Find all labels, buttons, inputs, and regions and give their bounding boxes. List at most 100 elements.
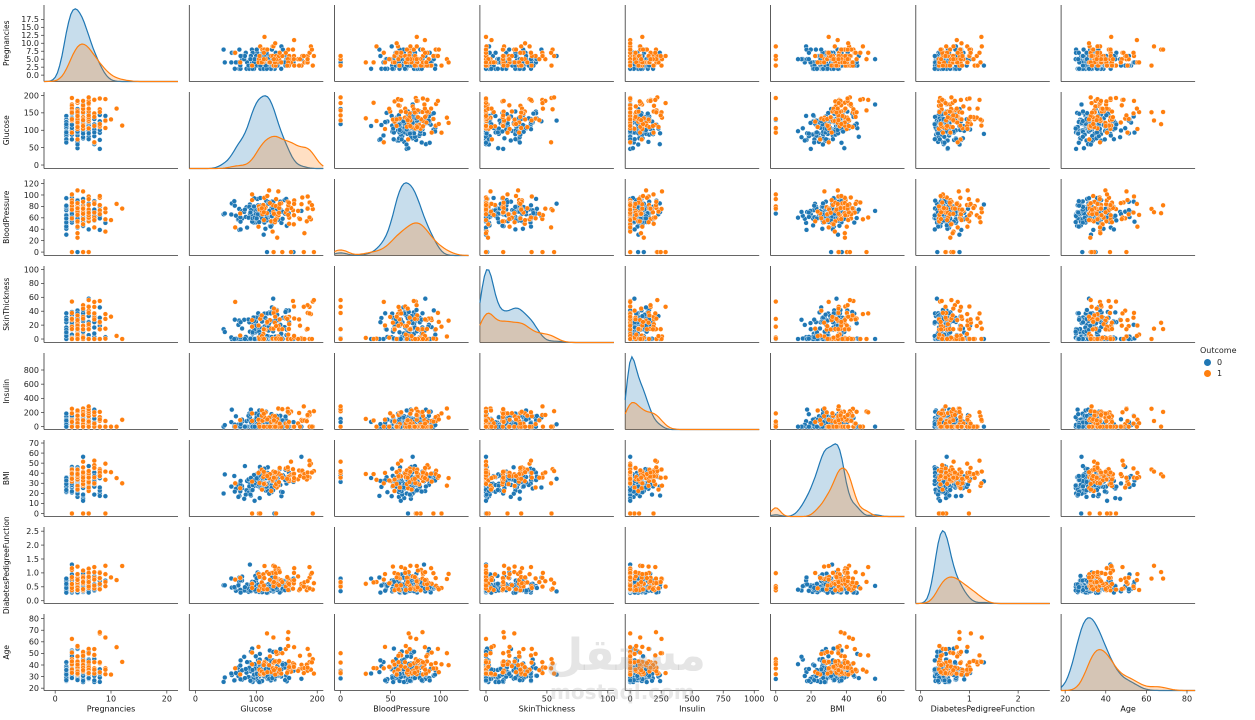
- point-1: [405, 117, 411, 123]
- point-1: [97, 193, 103, 199]
- point-1: [86, 112, 92, 119]
- point-1: [1124, 62, 1131, 69]
- point-1: [627, 249, 633, 255]
- point-1: [1130, 110, 1137, 117]
- point-1: [830, 221, 837, 227]
- point-0: [63, 195, 69, 201]
- point-1: [291, 303, 297, 310]
- point-0: [63, 329, 69, 335]
- point-1: [829, 130, 835, 136]
- point-1: [429, 130, 435, 136]
- point-0: [553, 201, 560, 207]
- point-1: [438, 130, 445, 136]
- point-1: [976, 97, 983, 103]
- point-1: [113, 333, 120, 339]
- point-1: [1158, 210, 1164, 216]
- point-1: [483, 202, 489, 208]
- point-1: [488, 105, 495, 112]
- point-1: [938, 56, 944, 62]
- point-1: [91, 224, 97, 231]
- point-1: [69, 109, 75, 116]
- point-1: [80, 216, 86, 222]
- point-1: [860, 216, 866, 222]
- point-0: [402, 66, 408, 72]
- point-1: [955, 224, 961, 231]
- point-1: [936, 203, 942, 210]
- point-1: [976, 214, 983, 221]
- point-1: [249, 197, 255, 203]
- point-0: [270, 296, 276, 302]
- point-1: [1134, 224, 1141, 230]
- point-1: [635, 108, 642, 115]
- point-1: [522, 40, 528, 46]
- point-1: [1088, 94, 1094, 101]
- point-1: [91, 114, 97, 120]
- point-1: [102, 216, 109, 222]
- point-1: [950, 112, 956, 119]
- point-1: [500, 112, 506, 119]
- point-1: [947, 62, 953, 69]
- point-1: [338, 62, 344, 69]
- point-0: [483, 140, 489, 146]
- point-1: [826, 139, 832, 145]
- point-1: [828, 114, 834, 120]
- point-1: [842, 106, 848, 112]
- point-1: [483, 249, 489, 255]
- point-1: [277, 50, 283, 56]
- point-1: [261, 336, 267, 342]
- point-1: [848, 194, 854, 201]
- point-0: [500, 146, 506, 152]
- point-1: [305, 193, 311, 200]
- y-tick-label: 20: [29, 236, 39, 245]
- point-1: [91, 316, 97, 323]
- point-1: [488, 201, 495, 207]
- point-1: [86, 202, 92, 208]
- point-0: [824, 66, 831, 72]
- point-0: [382, 310, 388, 316]
- point-0: [222, 59, 228, 66]
- point-1: [643, 187, 649, 194]
- point-1: [91, 299, 97, 305]
- point-1: [422, 105, 428, 112]
- point-1: [955, 139, 961, 145]
- point-1: [518, 109, 524, 116]
- point-1: [954, 37, 960, 43]
- point-1: [386, 106, 392, 112]
- point-0: [233, 213, 239, 219]
- point-1: [639, 136, 645, 143]
- point-1: [69, 215, 75, 222]
- point-1: [517, 215, 524, 222]
- point-1: [1124, 130, 1131, 136]
- point-1: [259, 312, 265, 319]
- point-1: [548, 50, 554, 56]
- point-1: [977, 116, 984, 123]
- point-1: [1094, 117, 1100, 123]
- point-0: [242, 207, 248, 213]
- point-0: [91, 330, 97, 337]
- point-1: [1097, 230, 1103, 236]
- point-0: [97, 227, 103, 233]
- point-1: [483, 34, 489, 40]
- point-1: [627, 95, 633, 102]
- point-1: [291, 315, 297, 322]
- point-0: [841, 145, 847, 151]
- point-1: [833, 109, 840, 116]
- point-0: [499, 223, 506, 229]
- point-1: [119, 122, 125, 129]
- point-1: [959, 109, 965, 116]
- panel-Pregnancies-SkinThickness: [479, 5, 614, 82]
- point-0: [1080, 134, 1086, 140]
- point-1: [74, 332, 81, 338]
- point-1: [633, 103, 639, 110]
- point-1: [1109, 219, 1115, 225]
- point-1: [655, 124, 662, 130]
- point-1: [91, 210, 97, 216]
- point-0: [419, 139, 425, 146]
- point-1: [650, 130, 657, 136]
- point-1: [420, 123, 426, 129]
- point-1: [491, 212, 497, 218]
- point-1: [102, 311, 109, 317]
- panel-Glucose-Glucose: [188, 92, 324, 170]
- point-0: [247, 56, 254, 62]
- point-0: [368, 123, 374, 129]
